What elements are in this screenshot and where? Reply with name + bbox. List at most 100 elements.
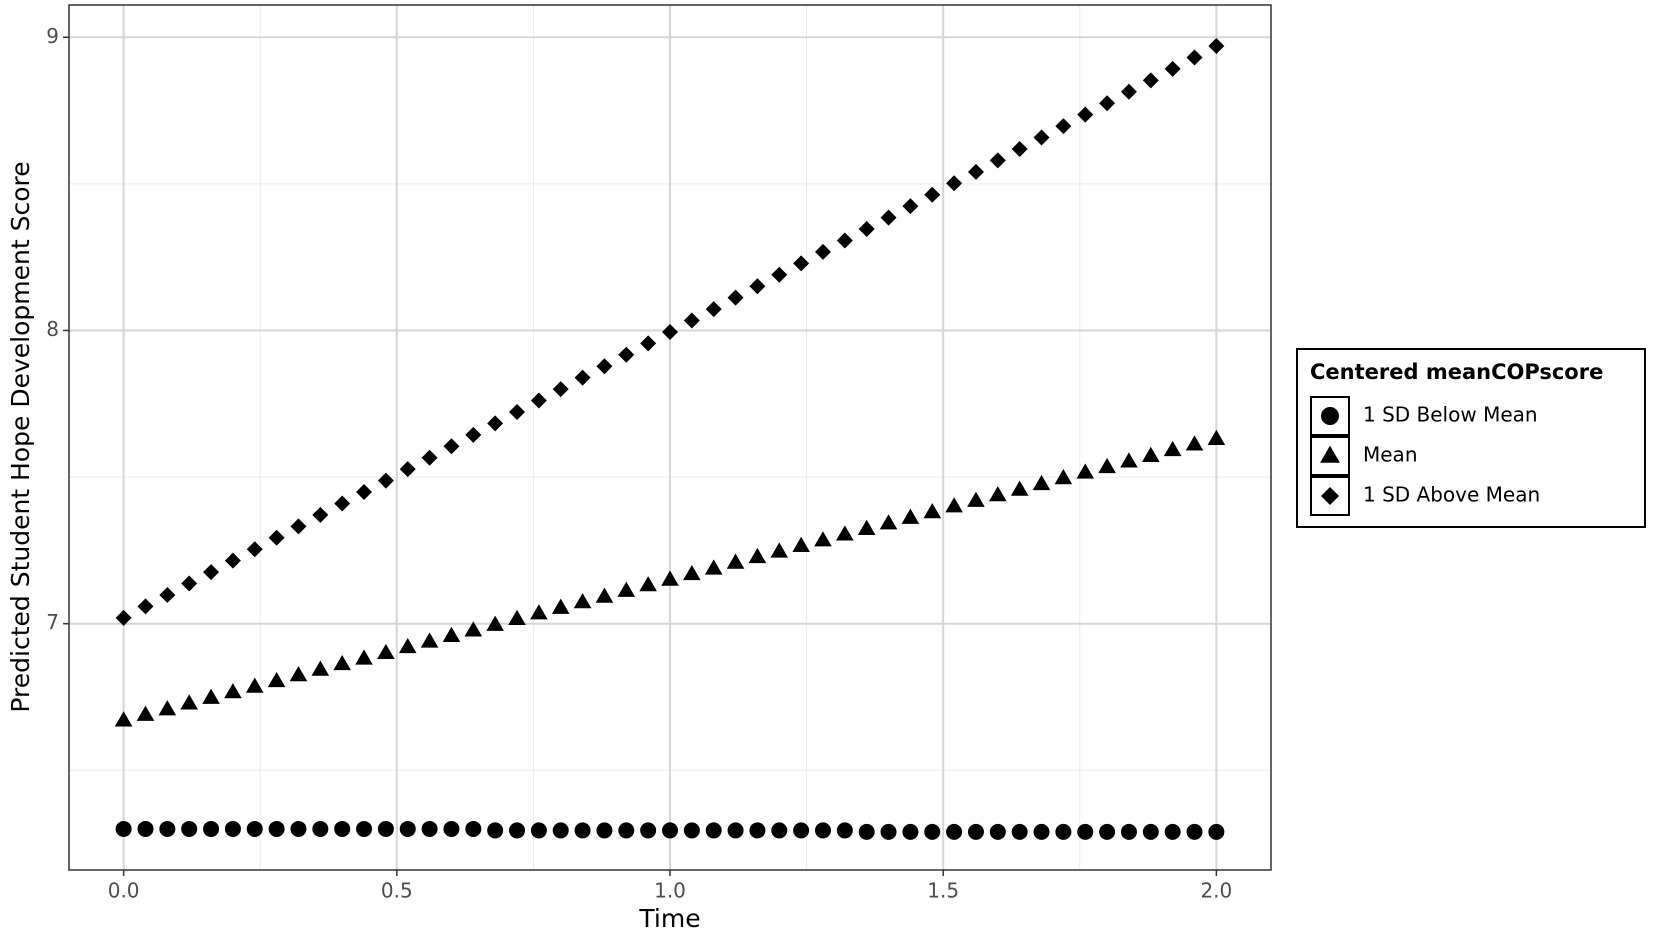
point	[356, 820, 373, 837]
point	[683, 564, 701, 581]
point	[181, 575, 198, 592]
point	[1164, 823, 1181, 840]
point	[399, 461, 416, 478]
point	[115, 609, 132, 626]
point	[924, 823, 941, 840]
point	[640, 335, 657, 352]
point	[989, 823, 1006, 840]
point	[289, 666, 308, 682]
point	[1185, 435, 1204, 451]
x-tick-label: 1.5	[927, 879, 959, 903]
point	[1208, 823, 1225, 840]
point	[1098, 457, 1116, 474]
point	[989, 152, 1006, 169]
point	[136, 705, 155, 721]
point	[443, 438, 460, 455]
legend-symbol	[1321, 487, 1339, 505]
point	[1120, 823, 1137, 840]
point	[245, 677, 264, 693]
point	[1055, 823, 1072, 840]
point	[158, 700, 177, 716]
point	[793, 822, 810, 839]
point	[465, 426, 482, 443]
point	[333, 654, 351, 671]
point	[1163, 440, 1182, 457]
point	[814, 531, 832, 547]
x-tick-label: 0.5	[381, 879, 413, 903]
series	[115, 38, 1225, 626]
point	[509, 822, 526, 839]
point	[1142, 823, 1159, 840]
point	[705, 301, 722, 318]
point	[290, 820, 307, 837]
point	[640, 822, 657, 839]
point	[1010, 480, 1029, 496]
point	[246, 541, 263, 558]
point	[465, 820, 482, 837]
point	[792, 536, 810, 552]
point	[1186, 49, 1203, 66]
point	[202, 688, 220, 704]
point	[355, 649, 373, 665]
point	[705, 822, 722, 839]
point	[704, 559, 723, 575]
point	[923, 503, 942, 519]
point	[661, 570, 679, 586]
point	[595, 587, 614, 603]
point	[421, 449, 438, 466]
point	[901, 508, 920, 524]
point	[224, 683, 242, 699]
point	[858, 823, 875, 840]
point	[1142, 72, 1159, 89]
x-tick-label: 0.0	[108, 879, 140, 903]
point	[203, 820, 220, 837]
point	[596, 358, 613, 375]
point	[530, 822, 547, 839]
point	[290, 518, 307, 535]
point	[159, 586, 176, 603]
point	[312, 820, 329, 837]
point	[858, 221, 875, 238]
y-tick-label: 8	[46, 317, 59, 341]
point	[1142, 446, 1160, 462]
point	[224, 820, 241, 837]
series	[114, 429, 1226, 727]
point	[836, 525, 854, 541]
point	[420, 632, 439, 648]
point	[683, 822, 700, 839]
point	[618, 346, 635, 363]
point	[442, 626, 461, 643]
point	[573, 593, 592, 609]
point	[880, 823, 897, 840]
point	[421, 820, 438, 837]
point	[1033, 823, 1050, 840]
point	[487, 415, 504, 432]
point	[180, 694, 198, 710]
point	[662, 323, 678, 340]
point	[1055, 118, 1072, 135]
legend-symbol	[1320, 445, 1340, 463]
point	[727, 289, 744, 306]
point	[377, 820, 394, 837]
point	[814, 243, 831, 260]
point	[551, 598, 570, 614]
point	[224, 552, 241, 569]
point	[356, 484, 373, 501]
point	[334, 820, 351, 837]
point	[836, 822, 853, 839]
point	[1076, 463, 1095, 479]
point	[902, 823, 919, 840]
point	[1032, 474, 1051, 491]
point	[1011, 823, 1028, 840]
point	[902, 198, 919, 215]
point	[662, 822, 678, 839]
point	[1077, 106, 1094, 123]
y-tick-label: 7	[46, 610, 59, 634]
point	[748, 547, 767, 564]
point	[246, 820, 263, 837]
legend-box	[1296, 348, 1646, 528]
point	[1207, 429, 1226, 445]
point	[334, 495, 351, 512]
point	[1120, 83, 1137, 100]
